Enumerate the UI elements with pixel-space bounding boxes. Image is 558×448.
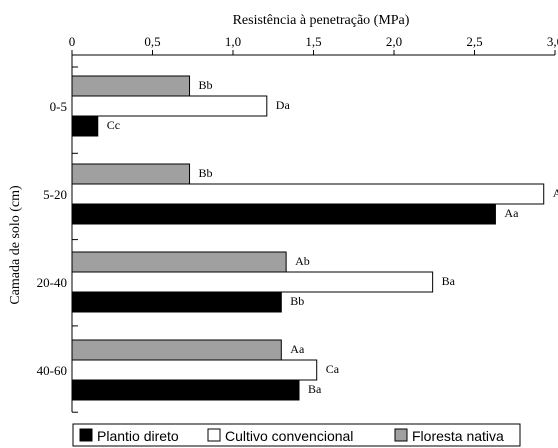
x-tick-label: 1,0 [225, 34, 241, 49]
x-tick-label: 0 [69, 34, 76, 49]
category-label: 40-60 [37, 363, 67, 378]
legend: Plantio direto Cultivo convencional Flores… [72, 423, 521, 447]
bar-floresta-nativa [71, 339, 282, 361]
bar-cultivo-convencional [71, 183, 545, 205]
x-tick-label: 1,5 [305, 34, 321, 49]
x-axis-title: Resistência à penetração (MPa) [233, 13, 410, 28]
bar-data-label: Ba [442, 274, 456, 288]
bars: Bb Da Cc Bb Aa Aa Ab Ba Bb Aa Ca Ba [71, 75, 558, 401]
bar-data-label: Aa [553, 186, 558, 200]
bar-plantio-direto [71, 379, 300, 401]
bar-data-label: Cc [107, 118, 120, 132]
x-tick-label: 2,5 [466, 34, 482, 49]
bar-cultivo-convencional [71, 95, 268, 117]
bar-floresta-nativa [71, 75, 191, 97]
bar-data-label: Bb [290, 294, 304, 308]
bar-data-label: Aa [290, 342, 305, 356]
legend-swatch [207, 428, 221, 442]
legend-box [72, 423, 521, 447]
bar-plantio-direto [71, 203, 496, 225]
bar-floresta-nativa [71, 163, 191, 185]
bar-plantio-direto [71, 115, 99, 137]
bar-data-label: Ab [295, 254, 310, 268]
bar-data-label: Bb [199, 78, 213, 92]
category-label: 0-5 [50, 99, 67, 114]
bar-data-label: Aa [504, 206, 519, 220]
x-tick-label: 0,5 [144, 34, 160, 49]
legend-label: Plantio direto [97, 428, 179, 444]
bar-cultivo-convencional [71, 359, 318, 381]
x-ticks: 0 0,5 1,0 1,5 2,0 2,5 3,0 [69, 34, 558, 55]
bar-data-label: Bb [199, 166, 213, 180]
category-label: 5-20 [43, 187, 67, 202]
bar-cultivo-convencional [71, 271, 434, 293]
legend-label: Floresta nativa [412, 428, 504, 444]
bar-data-label: Ba [308, 382, 322, 396]
y-axis-title: Camada de solo (cm) [8, 185, 23, 305]
x-tick-label: 2,0 [386, 34, 402, 49]
bar-floresta-nativa [71, 251, 287, 273]
legend-swatch [394, 428, 408, 442]
legend-swatch [79, 428, 93, 442]
x-tick-label: 3,0 [547, 34, 558, 49]
y-ticks: 0-5 5-20 20-40 40-60 [37, 66, 78, 413]
legend-label: Cultivo convencional [225, 428, 353, 444]
category-label: 20-40 [37, 275, 67, 290]
bar-data-label: Ca [326, 362, 340, 376]
bar-plantio-direto [71, 291, 282, 313]
bar-data-label: Da [276, 98, 291, 112]
